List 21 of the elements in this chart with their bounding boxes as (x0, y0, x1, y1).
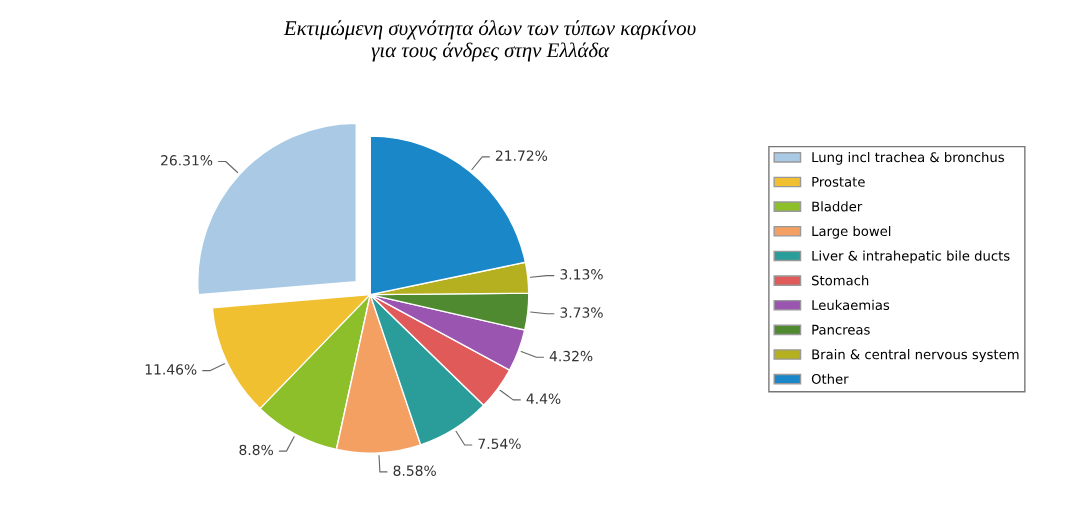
data-label: 3.13% (560, 269, 603, 280)
chart-title: Εκτιμώμενη συχνότητα όλων των τύπων καρκίνου για τους άνδρες στην Ελλάδα (283, 20, 696, 62)
legend-label: Stomach (811, 275, 869, 286)
data-label: 7.54% (478, 438, 521, 449)
legend-label: Other (811, 373, 849, 384)
data-label: 4.4% (526, 393, 561, 404)
legend-label: Liver & intrahepatic bile ducts (812, 250, 1010, 264)
legend-label: Leukaemias (812, 299, 890, 311)
data-label: 8.58% (393, 465, 436, 476)
legend-label: Prostate (812, 177, 865, 187)
legend-label: Brain & central nervous system (812, 349, 1019, 362)
legend-label: Pancreas (812, 324, 870, 335)
legend-label: Bladder (812, 201, 863, 212)
legend-label: Large bowel (812, 225, 891, 239)
data-label: 4.32% (549, 350, 593, 362)
legend-label: Lung incl trachea & bronchus (812, 151, 1005, 165)
data-label: 11.46% (145, 364, 197, 375)
data-label: 26.31% (161, 155, 213, 166)
data-label: 3.73% (560, 307, 603, 318)
data-label: 21.72% (495, 150, 548, 161)
data-label: 8.8% (239, 444, 273, 456)
